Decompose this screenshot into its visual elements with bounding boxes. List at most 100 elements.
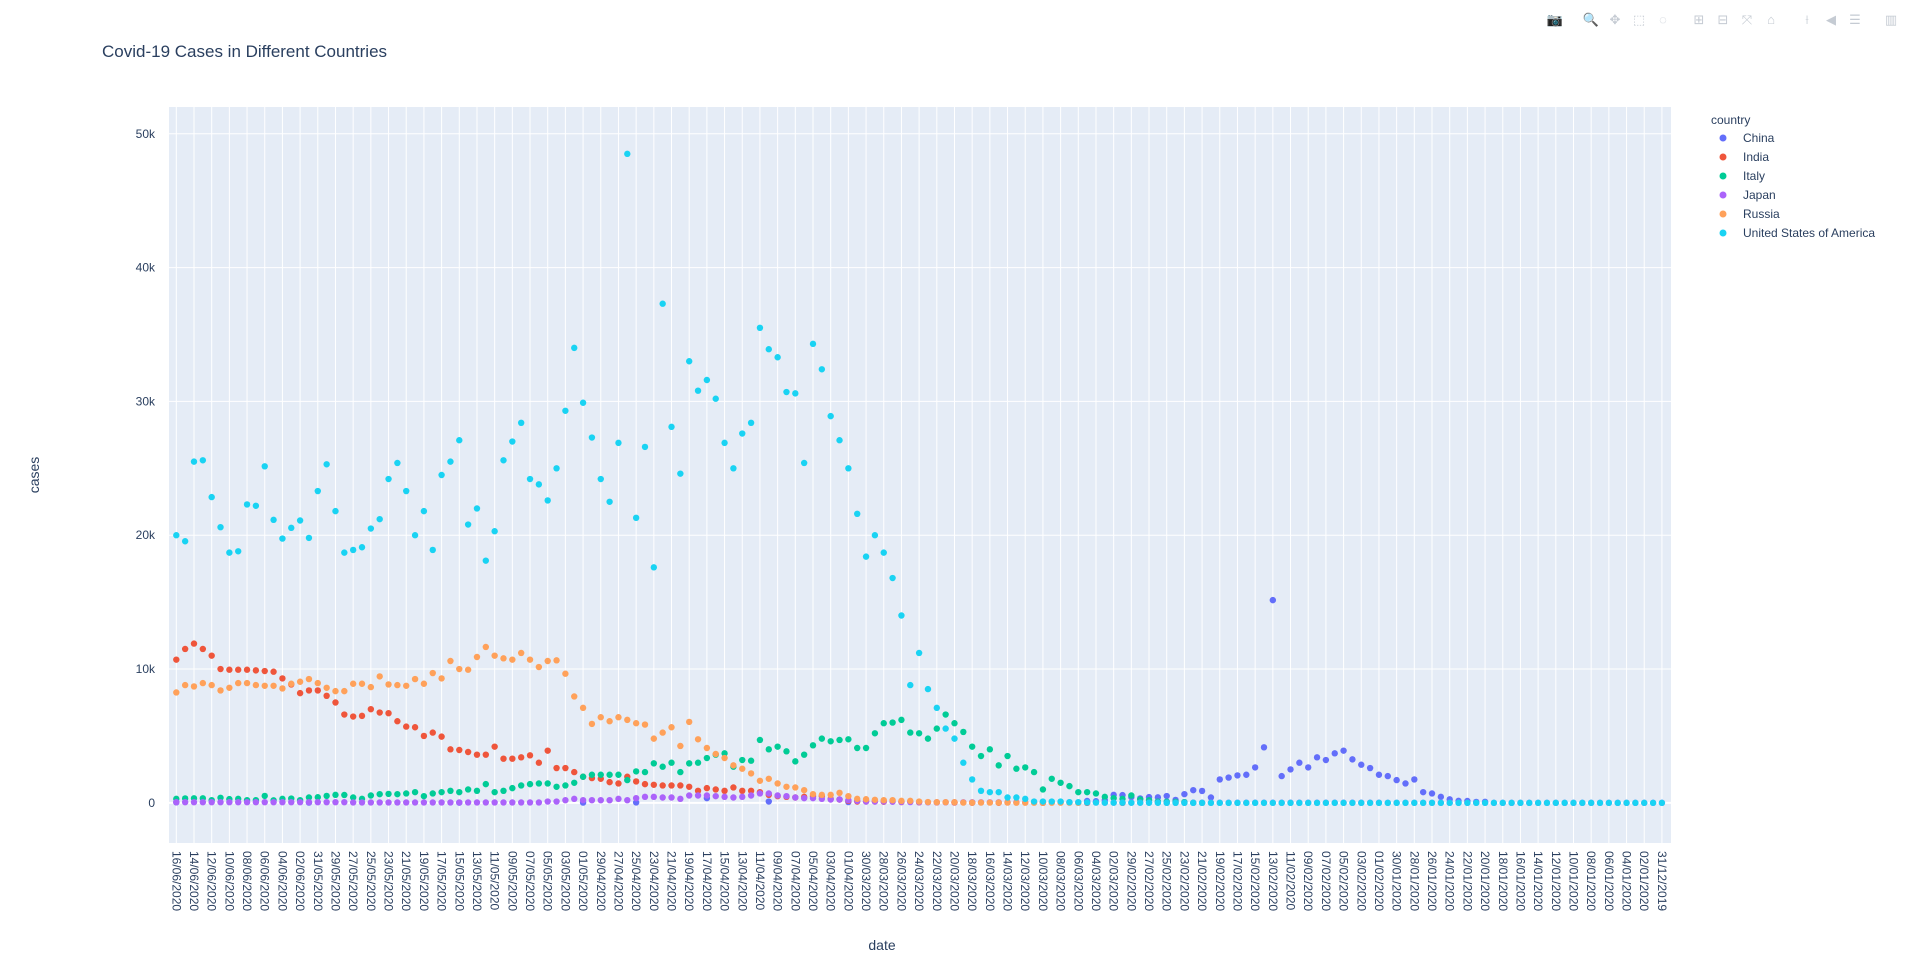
data-point[interactable]: [473, 787, 481, 795]
data-point[interactable]: [712, 786, 719, 793]
data-point[interactable]: [208, 681, 215, 689]
data-point[interactable]: [694, 387, 702, 394]
box-select-icon[interactable]: ⬚: [1632, 11, 1646, 27]
data-point[interactable]: [845, 736, 852, 743]
data-point[interactable]: [1057, 798, 1064, 805]
data-point[interactable]: [491, 799, 498, 806]
data-point[interactable]: [685, 358, 693, 365]
data-point[interactable]: [641, 780, 649, 788]
data-point[interactable]: [464, 748, 472, 756]
data-point[interactable]: [500, 787, 507, 795]
data-point[interactable]: [606, 778, 613, 786]
data-point[interactable]: [800, 786, 808, 794]
data-point[interactable]: [1384, 772, 1391, 780]
data-point[interactable]: [1322, 799, 1330, 807]
data-point[interactable]: [243, 679, 251, 687]
data-point[interactable]: [544, 780, 551, 787]
data-point[interactable]: [323, 684, 330, 691]
data-point[interactable]: [827, 791, 834, 799]
data-point[interactable]: [995, 799, 1002, 806]
data-point[interactable]: [1473, 799, 1480, 807]
data-point[interactable]: [544, 497, 551, 504]
data-point[interactable]: [482, 557, 490, 564]
data-point[interactable]: [986, 788, 994, 796]
data-point[interactable]: [1075, 788, 1082, 796]
data-point[interactable]: [694, 736, 702, 743]
data-point[interactable]: [181, 645, 189, 653]
data-point[interactable]: [261, 682, 268, 689]
data-point[interactable]: [1375, 771, 1383, 778]
data-point[interactable]: [252, 667, 260, 674]
data-point[interactable]: [1057, 779, 1064, 786]
data-point[interactable]: [517, 782, 525, 789]
data-point[interactable]: [730, 794, 737, 801]
data-point[interactable]: [641, 721, 649, 728]
data-point[interactable]: [438, 799, 445, 806]
data-point[interactable]: [367, 799, 375, 806]
data-point[interactable]: [482, 751, 490, 758]
data-point[interactable]: [721, 793, 728, 801]
data-point[interactable]: [429, 669, 436, 677]
data-point[interactable]: [252, 502, 260, 509]
data-point[interactable]: [792, 758, 799, 765]
data-point[interactable]: [1269, 596, 1277, 604]
data-point[interactable]: [854, 795, 861, 803]
data-point[interactable]: [305, 798, 313, 806]
data-point[interactable]: [588, 796, 596, 804]
data-point[interactable]: [1366, 799, 1374, 807]
data-point[interactable]: [535, 799, 543, 806]
data-point[interactable]: [447, 799, 454, 806]
data-point[interactable]: [730, 762, 737, 769]
data-point[interactable]: [367, 525, 375, 532]
data-point[interactable]: [1658, 799, 1666, 807]
data-point[interactable]: [1305, 799, 1312, 807]
data-point[interactable]: [1570, 799, 1577, 807]
data-point[interactable]: [1455, 799, 1462, 807]
data-point[interactable]: [668, 794, 675, 801]
data-point[interactable]: [288, 798, 295, 806]
data-point[interactable]: [632, 720, 640, 727]
data-point[interactable]: [880, 549, 887, 556]
data-point[interactable]: [854, 744, 861, 752]
data-point[interactable]: [279, 535, 286, 542]
data-point[interactable]: [765, 790, 772, 797]
data-point[interactable]: [181, 681, 189, 689]
data-point[interactable]: [836, 736, 843, 744]
data-point[interactable]: [332, 791, 339, 799]
data-point[interactable]: [960, 728, 967, 736]
data-point[interactable]: [1296, 799, 1303, 807]
data-point[interactable]: [1234, 799, 1241, 807]
data-point[interactable]: [685, 783, 693, 790]
data-point[interactable]: [332, 507, 339, 515]
data-point[interactable]: [235, 548, 242, 555]
data-point[interactable]: [1004, 794, 1011, 801]
data-point[interactable]: [323, 461, 330, 468]
data-point[interactable]: [553, 798, 560, 805]
data-point[interactable]: [1022, 764, 1029, 771]
data-point[interactable]: [774, 780, 781, 787]
data-point[interactable]: [429, 799, 436, 806]
data-point[interactable]: [438, 471, 445, 479]
data-point[interactable]: [456, 746, 463, 754]
zoom-in-icon[interactable]: ⊞: [1693, 11, 1705, 27]
data-point[interactable]: [173, 656, 180, 663]
data-point[interactable]: [809, 742, 817, 749]
data-point[interactable]: [367, 792, 375, 799]
data-point[interactable]: [792, 794, 799, 801]
data-point[interactable]: [562, 764, 569, 772]
data-point[interactable]: [464, 786, 472, 793]
data-point[interactable]: [447, 787, 454, 795]
data-point[interactable]: [385, 709, 392, 717]
data-point[interactable]: [703, 792, 711, 799]
data-point[interactable]: [721, 787, 728, 795]
data-point[interactable]: [509, 784, 516, 792]
data-point[interactable]: [579, 796, 587, 804]
data-point[interactable]: [571, 795, 578, 803]
data-point[interactable]: [739, 793, 746, 801]
data-point[interactable]: [783, 792, 790, 800]
data-point[interactable]: [615, 771, 622, 778]
data-point[interactable]: [1101, 793, 1109, 801]
data-point[interactable]: [526, 780, 534, 788]
data-point[interactable]: [1641, 799, 1648, 807]
data-point[interactable]: [305, 534, 313, 542]
